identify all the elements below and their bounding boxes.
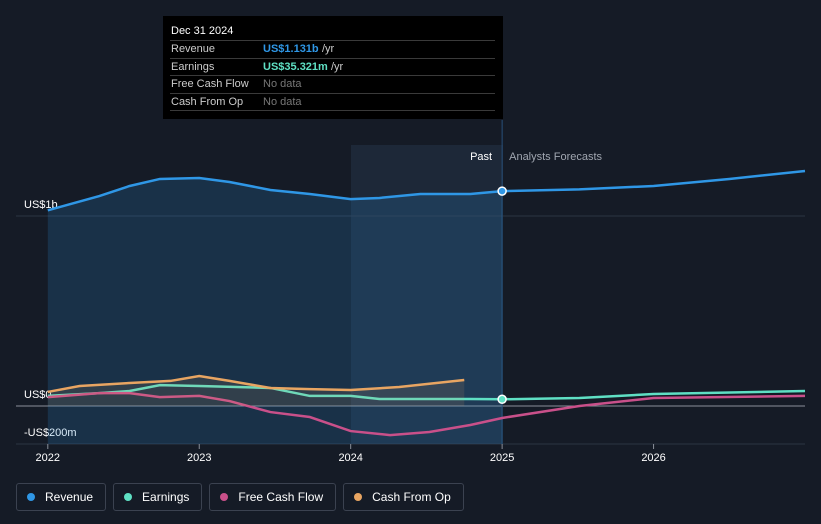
series-line: [47, 383, 806, 401]
legend-swatch: [354, 493, 363, 501]
legend-swatch: [27, 493, 35, 501]
chart: -US$200m US$0 US$1b 2022 2023 2024 2025 2026 Pas…: [16, 120, 806, 464]
legend-item[interactable]: Revenue: [16, 483, 107, 511]
series-area: [47, 375, 465, 406]
x-tick-label: 2025: [490, 452, 514, 464]
tooltip-title: Dec 31 2024: [171, 25, 234, 37]
y-tick-label: -US$200m: [24, 427, 77, 439]
legend-swatch: [220, 493, 229, 501]
legend-label: Earnings: [142, 490, 190, 504]
legend-label: Free Cash Flow: [238, 490, 324, 504]
series-line: [47, 169, 806, 212]
x-tick-label: 2026: [641, 452, 665, 464]
tooltip-value: No data: [263, 95, 302, 108]
legend-swatch: [124, 493, 133, 501]
tooltip-label: Revenue: [171, 43, 216, 55]
legend: Revenue Earnings Free Cash Flow Cash From O…: [16, 483, 464, 511]
hover-point: [497, 394, 507, 405]
legend-label: Cash From Op: [372, 490, 451, 504]
y-tick-label: US$0: [24, 389, 52, 401]
tooltip-row: Revenue US$1.131b/yr: [170, 40, 495, 58]
tooltip-value: US$35.321m: [263, 60, 328, 73]
tooltip-row: Free Cash Flow No data: [170, 75, 495, 93]
tooltip: Dec 31 2024 Revenue US$1.131b/yr Earnings U…: [163, 16, 503, 119]
tooltip-row: Earnings US$35.321m/yr: [170, 57, 495, 76]
x-tick-label: 2024: [338, 452, 362, 464]
legend-label: Revenue: [45, 490, 94, 504]
series-line: [47, 391, 806, 437]
tooltip-value: No data: [263, 78, 302, 90]
y-tick-label: US$1b: [24, 199, 58, 211]
tooltip-label: Free Cash Flow: [171, 78, 249, 90]
series-area: [47, 178, 503, 444]
tooltip-value: US$1.131b: [263, 43, 319, 55]
tooltip-label: Earnings: [171, 60, 215, 73]
legend-item[interactable]: Cash From Op: [343, 483, 464, 511]
legend-item[interactable]: Free Cash Flow: [209, 483, 337, 511]
tooltip-row: Cash From Op No data: [170, 92, 495, 111]
tooltip-label: Cash From Op: [171, 95, 244, 108]
tooltip-unit: /yr: [331, 60, 344, 73]
legend-item[interactable]: Earnings: [113, 483, 203, 511]
tooltip-rule: [170, 110, 495, 128]
x-tick-label: 2023: [187, 452, 211, 464]
x-tick-label: 2022: [36, 452, 60, 464]
series-line: [47, 374, 465, 394]
hover-point: [497, 186, 507, 196]
forecast-label: Analysts Forecasts: [509, 151, 602, 163]
tooltip-unit: /yr: [322, 43, 335, 55]
past-label: Past: [470, 151, 492, 163]
